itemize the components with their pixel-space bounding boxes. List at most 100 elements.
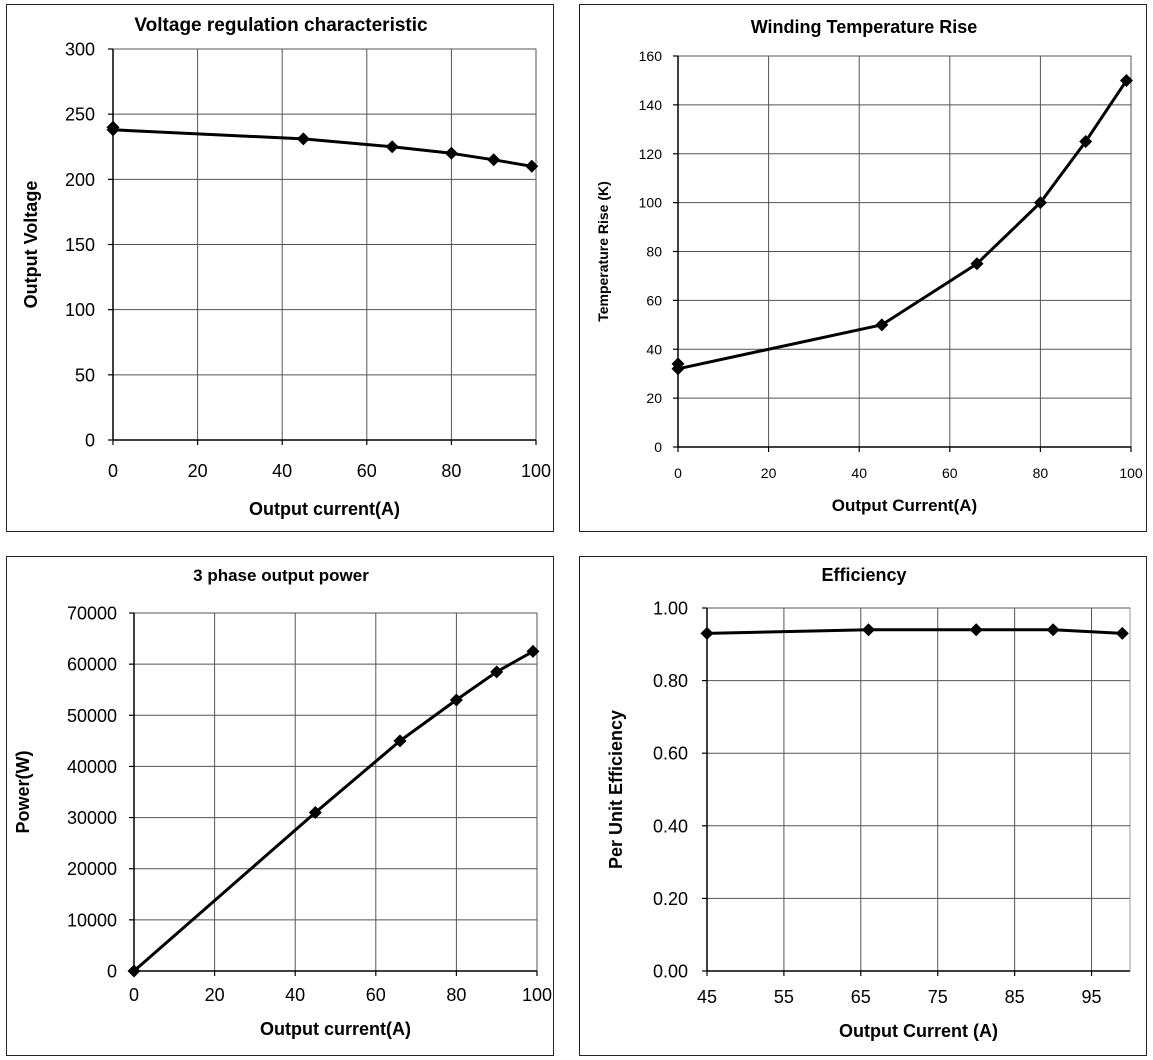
data-point [1115, 626, 1129, 640]
temperature-rise-chart: Winding Temperature Rise 0 20 40 60 80 100 120 1… [579, 4, 1147, 532]
series-line [706, 628, 1123, 635]
x-tick-label: 100 [1119, 465, 1143, 481]
y-tick-label: 0.40 [653, 816, 688, 836]
series-line [111, 127, 533, 168]
y-tick-label: 1.00 [653, 598, 688, 618]
x-axis-title: Output current(A) [249, 499, 400, 519]
y-tick-label: 250 [65, 105, 95, 125]
y-tick-label: 0.60 [653, 744, 688, 764]
x-tick-label: 60 [366, 985, 386, 1005]
y-tick-label: 150 [65, 235, 95, 255]
data-point [393, 734, 407, 748]
x-tick-label: 60 [357, 461, 377, 481]
y-tick-label: 160 [639, 48, 663, 64]
x-tick-label: 20 [761, 465, 777, 481]
series-line [133, 650, 534, 973]
y-tick-label: 0.20 [653, 889, 688, 909]
y-tick-label: 70000 [67, 603, 117, 623]
y-tick-label: 20000 [67, 859, 117, 879]
data-point [862, 623, 876, 637]
x-tick-label: 20 [205, 985, 225, 1005]
chart-title: Voltage regulation characteristic [134, 15, 428, 36]
data-point [487, 153, 501, 167]
y-tick-label: 30000 [67, 808, 117, 828]
x-axis-title: Output current(A) [260, 1019, 411, 1039]
data-point [296, 132, 310, 146]
y-axis-title: Temperature Rise (K) [595, 181, 611, 322]
x-tick-label: 40 [285, 985, 305, 1005]
y-tick-label: 80 [646, 244, 662, 260]
y-tick-label: 100 [639, 195, 663, 211]
data-point [875, 318, 889, 332]
x-tick-label: 20 [188, 461, 208, 481]
data-point [490, 665, 504, 679]
data-point [106, 123, 120, 137]
x-tick-label: 65 [851, 987, 871, 1007]
y-axis-title: Output Voltage [21, 181, 41, 309]
y-tick-label: 140 [639, 97, 663, 113]
y-tick-label: 0.80 [653, 671, 688, 691]
y-axis-title: Power(W) [13, 750, 33, 833]
data-point [444, 146, 458, 160]
y-tick-label: 10000 [67, 910, 117, 930]
y-tick-label: 60000 [67, 655, 117, 675]
y-tick-label: 0 [654, 439, 662, 455]
data-point [671, 362, 685, 376]
x-tick-label: 80 [441, 461, 461, 481]
output-power-chart: 3 phase output power 0 10000 20000 30000 4000… [6, 556, 554, 1056]
data-point [969, 623, 983, 637]
x-tick-label: 40 [272, 461, 292, 481]
data-point [127, 964, 141, 978]
x-tick-label: 80 [1033, 465, 1049, 481]
data-point [385, 140, 399, 154]
y-tick-label: 0.00 [653, 961, 688, 981]
y-tick-label: 50 [75, 365, 95, 385]
data-point [526, 644, 540, 658]
x-tick-label: 95 [1082, 987, 1102, 1007]
data-point [308, 805, 322, 819]
y-tick-label: 40 [646, 341, 662, 357]
data-point [700, 626, 714, 640]
y-tick-label: 120 [639, 146, 663, 162]
data-point [1033, 196, 1047, 210]
data-point [970, 257, 984, 271]
x-tick-label: 75 [928, 987, 948, 1007]
x-axis-title: Output Current (A) [839, 1021, 998, 1041]
voltage-regulation-chart: Voltage regulation characteristic 0 50 100 1… [6, 4, 554, 532]
data-point [1079, 135, 1093, 149]
y-tick-label: 300 [65, 39, 95, 59]
y-tick-label: 40000 [67, 757, 117, 777]
chart-title: Efficiency [821, 565, 906, 585]
x-tick-label: 100 [522, 985, 552, 1005]
plot-area [706, 607, 1131, 972]
efficiency-chart: Efficiency 0.00 0.20 0.40 0.60 0.80 1.00 45 55 65… [579, 556, 1147, 1056]
x-tick-label: 55 [774, 987, 794, 1007]
y-tick-label: 60 [646, 292, 662, 308]
data-point [1046, 623, 1060, 637]
x-tick-label: 60 [942, 465, 958, 481]
y-tick-label: 20 [646, 390, 662, 406]
x-tick-label: 0 [129, 985, 139, 1005]
x-tick-label: 0 [108, 461, 118, 481]
data-point [449, 693, 463, 707]
y-axis-title: Per Unit Efficiency [606, 710, 626, 869]
x-axis-title: Output Current(A) [832, 496, 977, 515]
x-tick-label: 45 [697, 987, 717, 1007]
y-tick-label: 0 [107, 961, 117, 981]
y-tick-label: 50000 [67, 706, 117, 726]
y-tick-label: 0 [85, 430, 95, 450]
chart-title: Winding Temperature Rise [751, 17, 978, 37]
series-line [676, 79, 1128, 371]
chart-title: 3 phase output power [193, 566, 369, 585]
voltage-regulation-plot: Voltage regulation characteristic 0 50 100 1… [21, 15, 551, 519]
temperature-rise-plot: Winding Temperature Rise 0 20 40 60 80 100 120 1… [595, 17, 1143, 515]
x-tick-label: 85 [1005, 987, 1025, 1007]
x-tick-label: 100 [521, 461, 551, 481]
x-tick-label: 40 [851, 465, 867, 481]
x-tick-label: 0 [674, 465, 682, 481]
data-point [1119, 73, 1133, 87]
y-tick-label: 100 [65, 300, 95, 320]
output-power-plot: 3 phase output power 0 10000 20000 30000 4000… [13, 566, 552, 1039]
x-tick-label: 80 [446, 985, 466, 1005]
y-tick-label: 200 [65, 170, 95, 190]
